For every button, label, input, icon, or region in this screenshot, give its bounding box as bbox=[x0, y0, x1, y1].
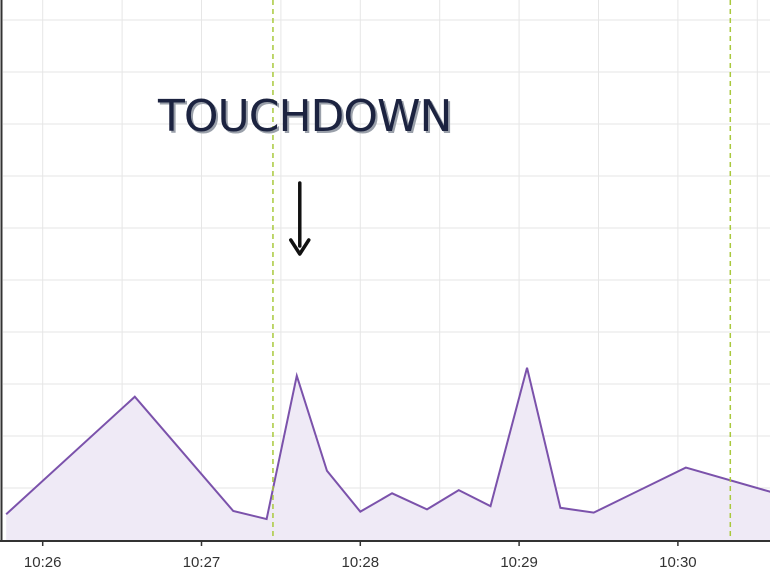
x-axis-ticks: 10:26 10:27 10:28 10:29 10:30 bbox=[24, 540, 697, 571]
x-tick-label: 10:28 bbox=[342, 554, 380, 571]
annotation-label: TOUCHDOWN bbox=[157, 91, 451, 142]
down-arrow-icon bbox=[289, 238, 311, 256]
annotation-label-shadow: TOUCHDOWN bbox=[159, 93, 453, 144]
x-tick-label: 10:30 bbox=[659, 554, 697, 571]
x-tick-label: 10:26 bbox=[24, 554, 62, 571]
axes bbox=[0, 0, 770, 542]
vertical-markers bbox=[272, 0, 732, 540]
series-area-fill bbox=[6, 367, 770, 540]
x-tick-label: 10:29 bbox=[500, 554, 538, 571]
x-tick-label: 10:27 bbox=[183, 554, 221, 571]
series-area-layer bbox=[5, 367, 770, 540]
